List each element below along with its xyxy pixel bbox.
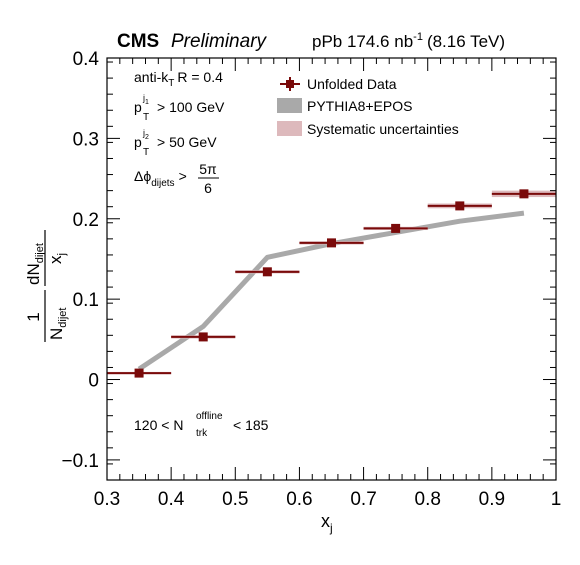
legend-syst-swatch: [277, 121, 302, 136]
subleading-jet-pt-sup: j2: [142, 128, 149, 141]
x-tick-label: 0.9: [479, 489, 505, 510]
data-point: [198, 332, 208, 342]
lumi-exponent: -1: [413, 31, 423, 43]
multiplicity-sub: trk: [196, 428, 208, 439]
subleading-jet-pt-cut: p: [134, 134, 142, 150]
y-tick-label: 0.1: [73, 290, 99, 311]
legend-data-marker: [286, 80, 294, 88]
mc-band: [137, 210, 525, 372]
x-tick-label: 0.5: [222, 489, 248, 510]
lumi-prefix: pPb 174.6 nb: [312, 32, 413, 51]
data-point: [327, 238, 336, 248]
data-points: [107, 189, 556, 378]
leading-jet-pt-sub: T: [143, 112, 149, 123]
multiplicity-sup: offline: [196, 411, 223, 422]
x-tick-label: 0.7: [350, 489, 376, 510]
leading-jet-pt-cut: p: [134, 99, 142, 115]
axes: 0.3 0.4 0.5 0.6 0.7 0.8 0.9 1 −0.1 0 0.1 0.2 0.3 0.4: [61, 49, 561, 510]
y-tick-label: −0.1: [61, 451, 99, 472]
jet-algorithm-label: anti-kT R = 0.4: [134, 69, 223, 89]
plot-frame: [106, 57, 557, 481]
leading-jet-pt-value: > 100 GeV: [157, 99, 225, 115]
legend: Unfolded Data PYTHIA8+EPOS Systematic un…: [277, 76, 459, 137]
y-tick-label: 0.3: [73, 129, 99, 150]
energy-label: (8.16 TeV): [427, 32, 505, 51]
legend-mc-label: PYTHIA8+EPOS: [307, 98, 412, 114]
y-tick-label: 0: [88, 371, 99, 392]
data-point: [262, 267, 272, 277]
y-tick-label: 0.2: [73, 210, 99, 231]
subleading-jet-pt-sub: T: [143, 147, 149, 158]
y-label-dx: xj: [46, 253, 68, 264]
legend-syst-label: Systematic uncertainties: [307, 121, 459, 137]
preliminary-label: Preliminary: [171, 31, 268, 52]
data-point: [391, 223, 401, 233]
y-label-one: 1: [24, 312, 43, 321]
y-label-n: Ndijet: [47, 308, 69, 340]
data-point: [134, 368, 144, 378]
x-tick-label: 1: [551, 489, 562, 510]
delta-phi-cut: Δϕdijets >: [134, 168, 187, 189]
y-tick-label: 0.4: [73, 49, 100, 70]
x-axis-label: xj: [321, 511, 333, 535]
x-tick-label: 0.6: [286, 489, 312, 510]
multiplicity-label: 120 < N: [134, 417, 183, 433]
multiplicity-value: < 185: [233, 417, 269, 433]
legend-data-label: Unfolded Data: [307, 76, 397, 92]
x-tick-label: 0.4: [158, 489, 185, 510]
cms-label: CMS: [117, 31, 159, 52]
x-tick-label: 0.3: [94, 489, 120, 510]
delta-phi-numerator: 5π: [199, 161, 217, 177]
luminosity-label: pPb 174.6 nb-1 (8.16 TeV): [312, 31, 505, 51]
y-label-dn: dNdijet: [24, 243, 46, 285]
legend-mc-swatch: [277, 98, 302, 113]
subleading-jet-pt-value: > 50 GeV: [157, 134, 217, 150]
mc-line: [137, 210, 525, 372]
data-point: [519, 189, 529, 199]
y-axis-label: 1 Ndijet dNdijet xj: [24, 230, 69, 342]
delta-phi-denominator: 6: [204, 180, 212, 196]
leading-jet-pt-sup: j1: [142, 93, 149, 106]
x-tick-label: 0.8: [415, 489, 441, 510]
data-point: [455, 201, 465, 211]
